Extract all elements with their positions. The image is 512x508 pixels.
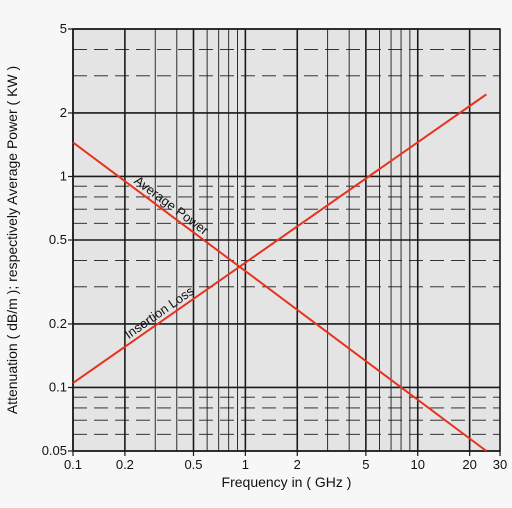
x-tick-label: 0.5 (184, 457, 202, 472)
y-tick-label: 5 (60, 21, 67, 36)
y-tick-label: 0.05 (42, 443, 67, 458)
series-line-1 (72, 141, 487, 452)
y-tick-label: 0.2 (49, 316, 67, 331)
y-tick-label: 1 (60, 168, 67, 183)
series-line-2 (72, 93, 487, 384)
y-tick-label: 0.5 (49, 232, 67, 247)
y-tick-label: 2 (60, 105, 67, 120)
x-tick-label: 2 (294, 457, 301, 472)
y-tick-label: 0.1 (49, 379, 67, 394)
x-axis-label: Frequency in ( GHz ) (222, 474, 352, 490)
x-tick-label: 5 (362, 457, 369, 472)
x-tick-label: 0.2 (116, 457, 134, 472)
x-tick-label: 0.1 (64, 457, 82, 472)
x-tick-label: 30 (493, 457, 507, 472)
x-tick-label: 10 (411, 457, 425, 472)
x-tick-label: 1 (242, 457, 249, 472)
y-axis-label: Attenuation ( dB/m ); respectively Avera… (4, 66, 20, 414)
x-tick-label: 20 (462, 457, 476, 472)
